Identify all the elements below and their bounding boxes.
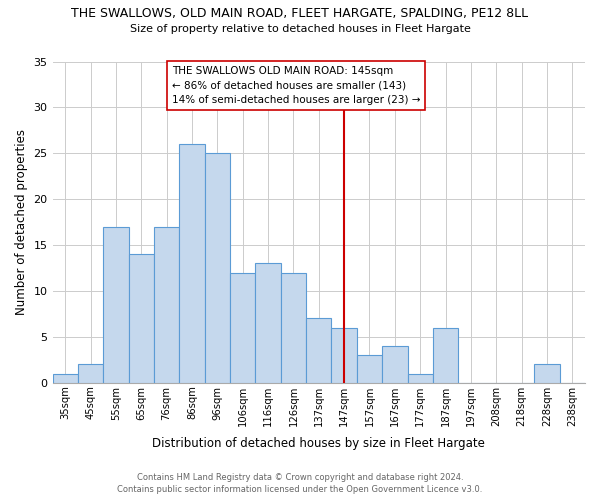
Y-axis label: Number of detached properties: Number of detached properties bbox=[15, 129, 28, 315]
Bar bbox=[331, 328, 357, 382]
Bar bbox=[230, 272, 256, 382]
Bar bbox=[205, 154, 230, 382]
Text: THE SWALLOWS OLD MAIN ROAD: 145sqm
← 86% of detached houses are smaller (143)
14: THE SWALLOWS OLD MAIN ROAD: 145sqm ← 86%… bbox=[172, 66, 420, 105]
Bar bbox=[306, 318, 331, 382]
Text: Size of property relative to detached houses in Fleet Hargate: Size of property relative to detached ho… bbox=[130, 24, 470, 34]
Bar bbox=[534, 364, 560, 382]
Bar bbox=[433, 328, 458, 382]
Bar bbox=[53, 374, 78, 382]
X-axis label: Distribution of detached houses by size in Fleet Hargate: Distribution of detached houses by size … bbox=[152, 437, 485, 450]
Bar bbox=[78, 364, 103, 382]
Bar bbox=[281, 272, 306, 382]
Bar bbox=[179, 144, 205, 382]
Bar bbox=[407, 374, 433, 382]
Text: Contains HM Land Registry data © Crown copyright and database right 2024.
Contai: Contains HM Land Registry data © Crown c… bbox=[118, 472, 482, 494]
Bar bbox=[256, 264, 281, 382]
Bar bbox=[357, 355, 382, 382]
Bar bbox=[382, 346, 407, 383]
Bar bbox=[128, 254, 154, 382]
Text: THE SWALLOWS, OLD MAIN ROAD, FLEET HARGATE, SPALDING, PE12 8LL: THE SWALLOWS, OLD MAIN ROAD, FLEET HARGA… bbox=[71, 8, 529, 20]
Bar bbox=[154, 226, 179, 382]
Bar bbox=[103, 226, 128, 382]
